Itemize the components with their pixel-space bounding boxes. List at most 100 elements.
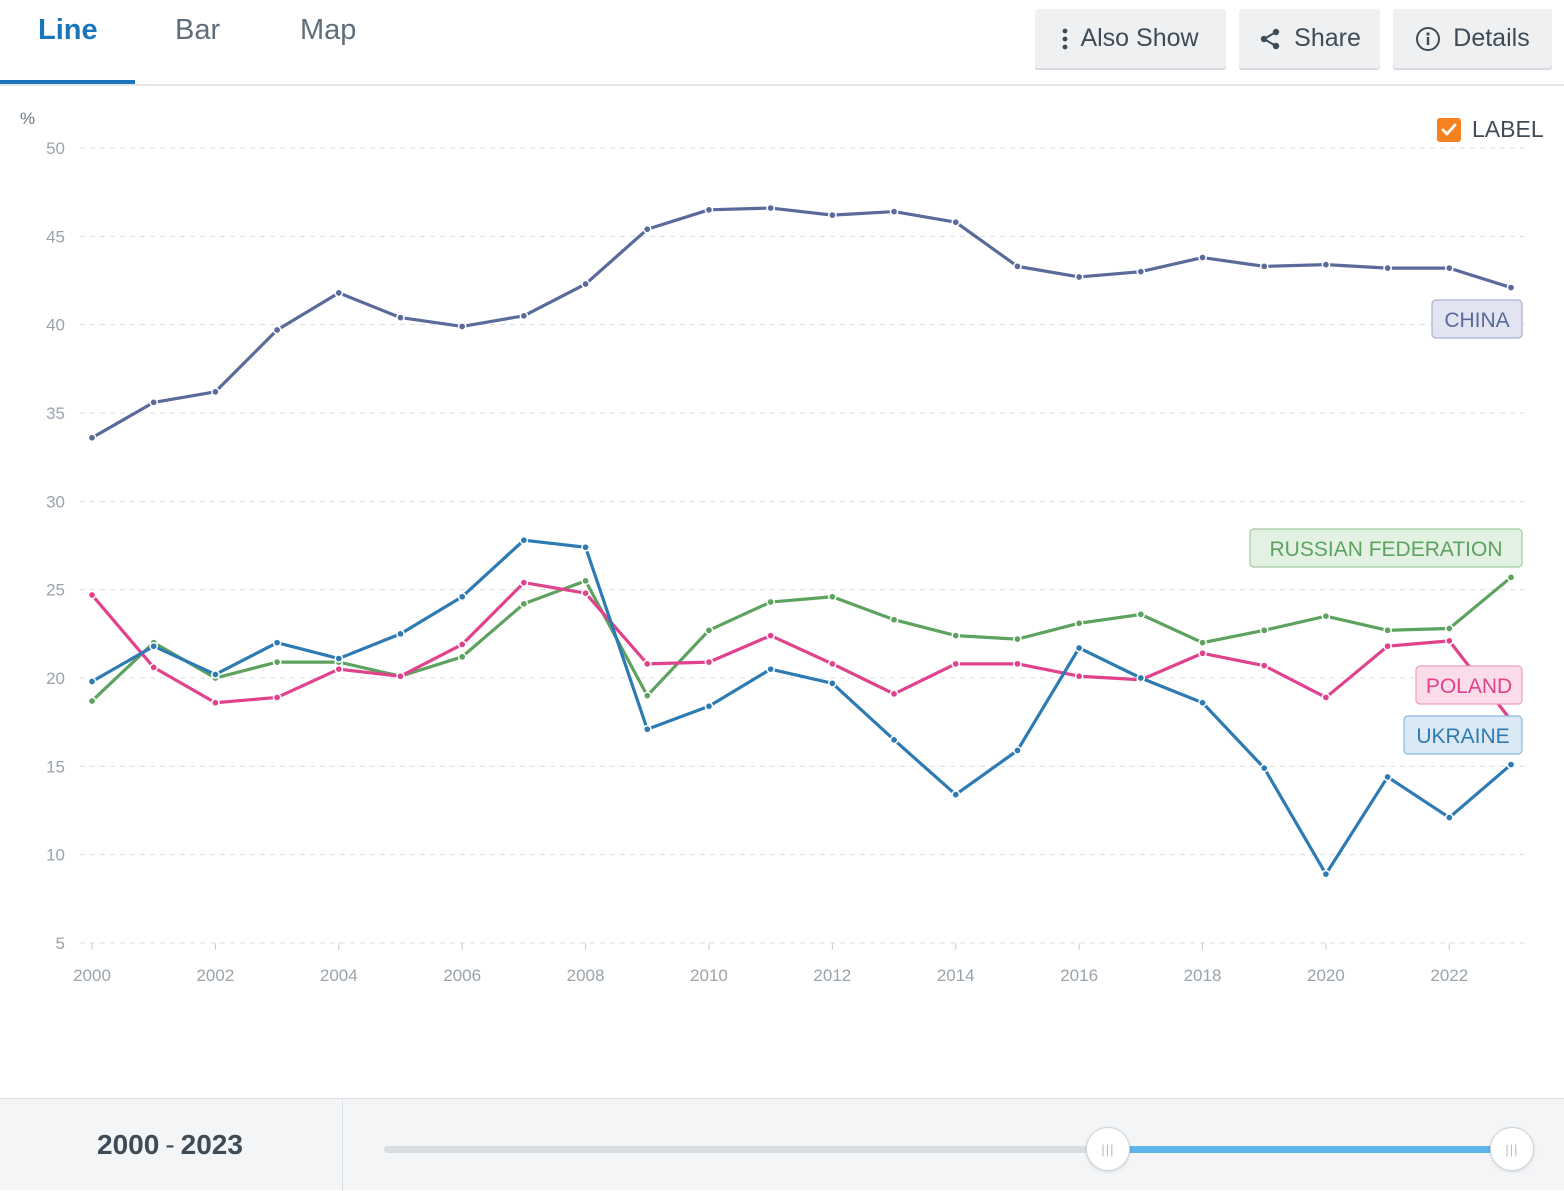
data-point-poland [1074,671,1084,681]
y-tick-label: 25 [46,581,65,600]
data-point-china [1444,263,1454,273]
range-slider-track[interactable] [384,1146,1512,1153]
data-point-russian-federation [1074,618,1084,628]
data-point-ukraine [1074,643,1084,653]
y-tick-label: 15 [46,757,65,776]
data-point-poland [457,640,467,649]
data-point-russian-federation [1444,624,1454,633]
year-range-panel: 2000-2023 ||| ||| [0,1098,1564,1191]
data-point-ukraine [1013,746,1022,755]
data-point-ukraine [1506,760,1516,769]
range-end-handle[interactable]: ||| [1490,1127,1534,1171]
data-point-poland [827,659,837,669]
data-point-russian-federation [272,657,282,667]
data-point-poland [1383,641,1392,651]
series-label-box-russian-federation [1249,528,1523,568]
x-tick-label: 2000 [73,966,111,985]
data-point-poland [581,588,590,598]
details-label: Details [1453,24,1530,52]
data-point-russian-federation [1198,638,1207,648]
data-point-russian-federation [581,576,590,586]
also-show-label: Also Show [1080,24,1199,52]
x-tick-label: 2002 [196,966,234,985]
x-tick-label: 2004 [320,966,358,985]
chart-toolbar: Line Bar Map Also Show Share Details [0,0,1564,86]
checkmark-icon [1441,123,1457,135]
data-point-poland [1013,659,1022,669]
data-point-ukraine [889,735,899,745]
series-line-china [91,206,1512,440]
also-show-button[interactable]: Also Show [1035,9,1226,68]
range-start-handle[interactable]: ||| [1086,1127,1130,1171]
data-point-russian-federation [704,625,714,635]
y-tick-label: 10 [46,846,65,865]
series-label-box-china [1431,299,1523,339]
x-tick-label: 2010 [690,966,728,985]
x-tick-label: 2014 [937,966,975,985]
data-point-poland [704,657,714,667]
tab-bar[interactable]: Bar [175,14,221,46]
data-point-ukraine [272,638,282,648]
line-chart: % 5 10 15 20 25 30 35 40 45 50 2000 2002 2004 2006 2008… [20,109,1524,985]
data-point-ukraine [334,654,344,663]
tab-line[interactable]: Line [38,14,98,46]
data-point-china [457,322,467,331]
series-label-box-poland [1415,665,1523,705]
series-label-box-ukraine [1403,715,1523,755]
active-tab-indicator [0,80,135,84]
x-tick-label: 2022 [1430,966,1468,985]
data-point-poland [272,693,282,702]
y-axis-unit: % [20,109,35,128]
data-point-ukraine [87,677,97,686]
data-point-poland [889,689,899,699]
tab-map[interactable]: Map [300,14,357,46]
data-point-china [766,203,776,213]
data-point-china [272,325,282,335]
data-point-ukraine [1383,772,1392,782]
series-label-china: CHINA [1444,309,1509,332]
data-point-china [1136,267,1146,277]
data-point-china [1074,272,1084,282]
data-point-china [1259,262,1269,271]
data-point-ukraine [211,670,220,679]
data-point-russian-federation [519,599,529,609]
data-point-ukraine [1136,673,1146,683]
data-point-china [1321,260,1331,269]
data-point-russian-federation [87,696,97,706]
data-point-russian-federation [1383,625,1392,635]
data-point-ukraine [766,664,776,674]
data-point-china [87,433,97,443]
data-point-russian-federation [1013,634,1022,644]
data-point-poland [1198,648,1207,658]
range-end-year: 2023 [180,1129,243,1160]
data-point-ukraine [827,678,837,688]
label-toggle[interactable]: LABEL [1437,116,1544,143]
details-button[interactable]: Details [1393,9,1552,68]
data-point-ukraine [951,790,961,799]
series-line-poland [90,581,1513,722]
data-point-ukraine [581,542,590,552]
data-point-china [334,288,344,298]
footer-divider [342,1099,343,1191]
y-tick-label: 35 [46,404,65,423]
x-tick-label: 2012 [813,966,851,985]
data-point-poland [1259,661,1269,670]
data-point-poland [396,671,405,681]
data-point-russian-federation [951,631,961,640]
x-tick-label: 2008 [567,966,605,985]
data-point-ukraine [1259,763,1269,773]
data-point-ukraine [1321,869,1331,879]
label-checkbox[interactable] [1437,117,1461,142]
data-point-china [704,205,714,215]
data-point-china [1013,262,1022,271]
data-point-russian-federation [766,597,776,607]
data-point-russian-federation [827,592,837,602]
data-point-russian-federation [889,615,899,625]
data-point-russian-federation [642,691,652,701]
y-tick-label: 50 [46,139,65,158]
series-line-ukraine [91,538,1513,876]
data-point-poland [211,698,220,708]
share-button[interactable]: Share [1239,9,1380,68]
range-separator: - [165,1129,175,1160]
x-tick-label: 2006 [443,966,481,985]
